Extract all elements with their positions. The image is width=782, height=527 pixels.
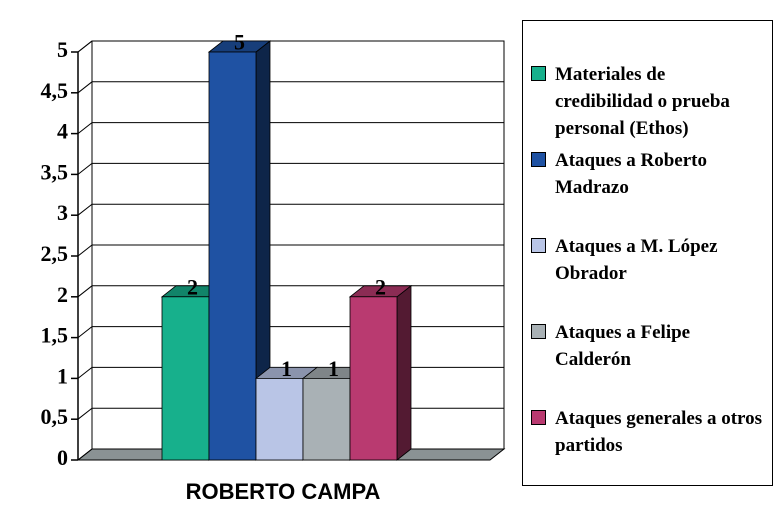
legend-swatch [531,410,546,425]
bar-front [208,51,257,461]
bar-front [161,296,210,461]
legend-entry: Ataques a Roberto Madrazo [531,147,767,201]
legend: Materiales de credibilidad o prueba pers… [522,20,773,486]
grid-line [77,40,504,53]
grid-line [77,244,504,257]
legend-swatch [531,324,546,339]
y-tick-label: 0,5 [41,404,69,429]
bar-front [302,377,351,461]
grid-line [77,81,504,94]
y-tick-label: 5 [57,37,68,62]
legend-entry: Materiales de credibilidad o prueba pers… [531,61,767,142]
bar-front [349,296,398,461]
y-tick-label: 4 [57,119,68,144]
grid-line [77,203,504,216]
data-label: 5 [234,30,245,55]
grid-line [77,162,504,175]
legend-entry: Ataques generales a otros partidos [531,405,767,459]
y-tick-label: 1 [57,363,68,388]
bar [207,40,272,461]
y-tick-label: 4,5 [41,78,69,103]
grid-line [77,122,504,134]
y-tick-label: 1,5 [41,323,69,348]
legend-swatch [531,238,546,253]
data-label: 1 [281,356,292,381]
data-label: 2 [187,274,198,299]
data-label: 1 [328,356,339,381]
x-tick-label: ROBERTO CAMPA [186,479,381,504]
legend-swatch [531,152,546,167]
legend-label: Ataques a Roberto Madrazo [555,150,707,198]
legend-label: Ataques generales a otros partidos [555,408,763,456]
y-tick-label: 3,5 [41,159,69,184]
y-tick-label: 2,5 [41,241,69,266]
y-tick-label: 3 [57,200,68,225]
data-label: 2 [375,274,386,299]
bar [348,284,413,461]
bar-side [396,284,412,461]
legend-entry: Ataques a Felipe Calderón [531,319,767,373]
legend-swatch [531,66,546,81]
y-tick-label: 0 [57,445,68,470]
legend-label: Materiales de credibilidad o prueba pers… [555,64,730,139]
bar-front [255,377,304,461]
y-tick-label: 2 [57,282,68,307]
legend-label: Ataques a Felipe Calderón [555,322,691,370]
legend-label: Ataques a M. López Obrador [555,236,718,284]
legend-entry: Ataques a M. López Obrador [531,233,767,287]
